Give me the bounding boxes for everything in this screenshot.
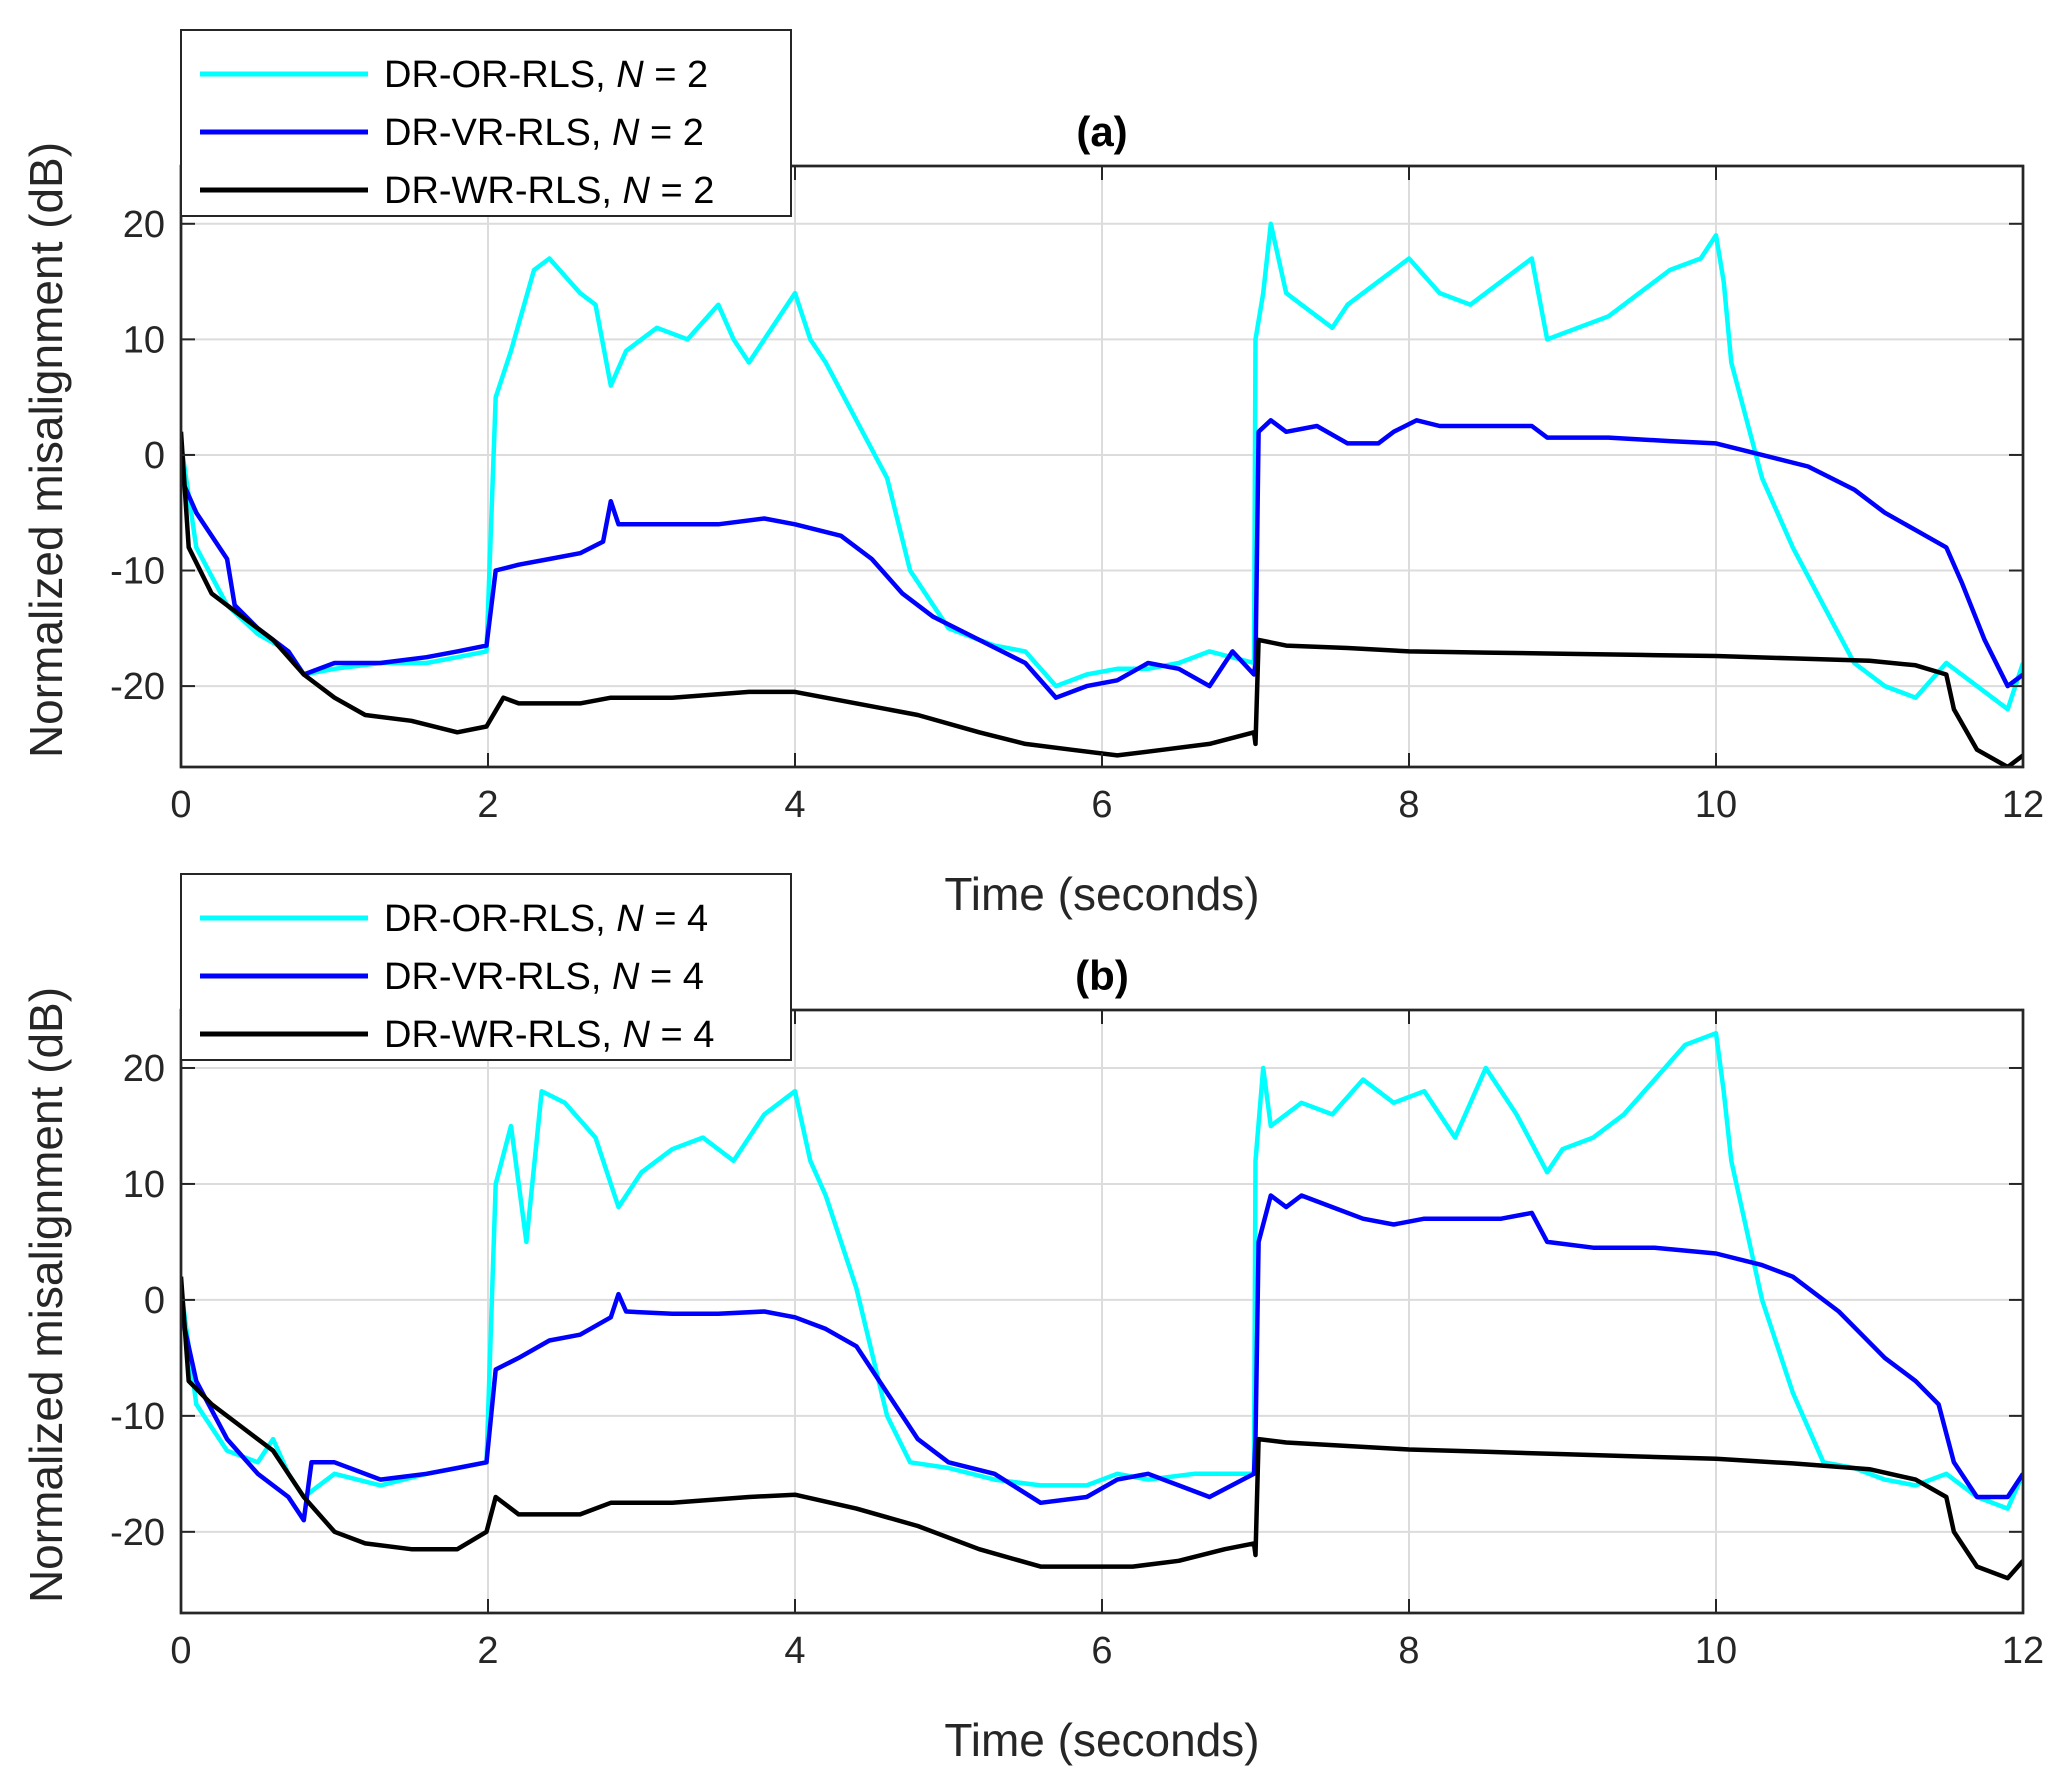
series-line-dr-or-rls: [181, 221, 2023, 712]
x-tick-label: 10: [1695, 784, 1737, 826]
x-tick-label: 12: [2002, 784, 2044, 826]
x-tick-label: 8: [1398, 784, 1419, 826]
y-tick-label: 10: [123, 319, 165, 361]
x-tick-label: 0: [170, 1630, 191, 1672]
x-tick-label: 12: [2002, 1630, 2044, 1672]
x-tick-label: 8: [1398, 1630, 1419, 1672]
series-line-dr-vr-rls: [181, 1193, 2023, 1523]
legend-entry: DR-OR-RLS, N = 4: [384, 898, 708, 940]
y-tick-label: -10: [110, 551, 165, 593]
grid: [181, 166, 2023, 767]
legend-entry: DR-WR-RLS, N = 4: [384, 1014, 714, 1056]
x-tick-label: 10: [1695, 1630, 1737, 1672]
legend-entry: DR-OR-RLS, N = 2: [384, 54, 708, 96]
panel-title: (a): [1076, 108, 1127, 155]
x-tick-label: 4: [784, 1630, 805, 1672]
series-line-dr-vr-rls: [181, 418, 2023, 700]
x-tick-label: 6: [1091, 784, 1112, 826]
y-axis-label: Normalized misalignment (dB): [20, 142, 72, 758]
y-tick-label: 20: [123, 1048, 165, 1090]
series-lines: [181, 221, 2023, 767]
x-axis-label: Time (seconds): [944, 1714, 1259, 1766]
tick-labels: 0 2 4 6 8 10 12 -20 -10 0 10 20: [110, 1010, 2044, 1672]
series-line-dr-or-rls: [181, 1030, 2023, 1511]
legend-entry: DR-VR-RLS, N = 2: [384, 112, 704, 154]
x-tick-label: 0: [170, 784, 191, 826]
panel-title: (b): [1075, 952, 1129, 999]
y-tick-label: -10: [110, 1396, 165, 1438]
series-lines: [181, 1030, 2023, 1581]
x-tick-label: 4: [784, 784, 805, 826]
y-axis-label: Normalized misalignment (dB): [20, 987, 72, 1603]
y-tick-label: 0: [144, 1280, 165, 1322]
legend-entry: DR-WR-RLS, N = 2: [384, 170, 714, 212]
legend: DR-OR-RLS, N = 2 DR-VR-RLS, N = 2 DR-WR-RL…: [180, 29, 792, 217]
series-line-dr-wr-rls: [181, 431, 2023, 767]
tick-labels: 0 2 4 6 8 10 12 -20 -10 0 10 20: [110, 166, 2044, 826]
y-tick-label: 20: [123, 204, 165, 246]
y-tick-label: 10: [123, 1164, 165, 1206]
x-tick-label: 6: [1091, 1630, 1112, 1672]
y-tick-label: -20: [110, 666, 165, 708]
series-line-dr-wr-rls: [181, 1276, 2023, 1581]
legend-entry: DR-VR-RLS, N = 4: [384, 956, 704, 998]
x-tick-label: 2: [477, 1630, 498, 1672]
y-tick-label: -20: [110, 1512, 165, 1554]
y-tick-label: 0: [144, 435, 165, 477]
legend: DR-OR-RLS, N = 4 DR-VR-RLS, N = 4 DR-WR-RL…: [180, 873, 792, 1061]
x-axis-label: Time (seconds): [944, 868, 1259, 920]
x-tick-label: 2: [477, 784, 498, 826]
